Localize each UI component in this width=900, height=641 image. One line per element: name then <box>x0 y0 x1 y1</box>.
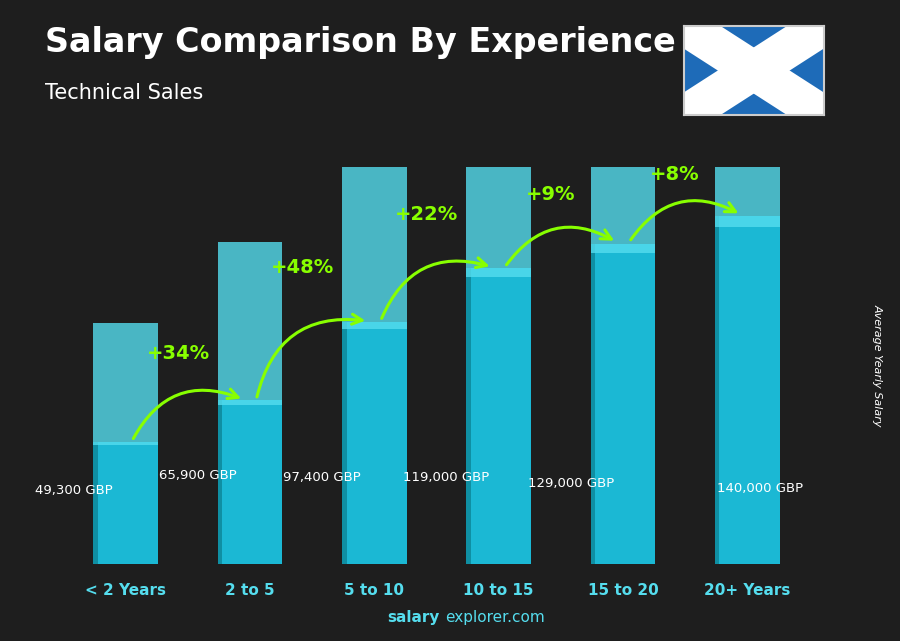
Bar <box>466 0 531 278</box>
Text: +9%: +9% <box>526 185 576 204</box>
Text: +48%: +48% <box>271 258 334 278</box>
Bar <box>342 87 407 329</box>
Text: +22%: +22% <box>395 204 458 224</box>
Bar <box>466 269 531 564</box>
Text: salary: salary <box>387 610 439 625</box>
Text: 97,400 GBP: 97,400 GBP <box>284 471 361 484</box>
Bar <box>218 242 283 405</box>
Text: 140,000 GBP: 140,000 GBP <box>716 481 803 495</box>
Bar <box>715 216 779 564</box>
Text: 65,900 GBP: 65,900 GBP <box>159 469 237 482</box>
Bar <box>466 269 471 564</box>
Text: Salary Comparison By Experience: Salary Comparison By Experience <box>45 26 676 58</box>
Bar <box>590 0 655 253</box>
Bar <box>590 244 655 564</box>
Bar <box>218 401 222 564</box>
Text: 119,000 GBP: 119,000 GBP <box>403 471 490 484</box>
Bar <box>342 322 407 564</box>
Bar <box>342 322 346 564</box>
Bar <box>94 442 98 564</box>
Text: Technical Sales: Technical Sales <box>45 83 203 103</box>
Text: Average Yearly Salary: Average Yearly Salary <box>872 304 883 427</box>
Bar <box>590 244 595 564</box>
Bar <box>218 401 283 564</box>
Text: +34%: +34% <box>147 344 210 363</box>
Text: 49,300 GBP: 49,300 GBP <box>35 484 112 497</box>
Text: +8%: +8% <box>651 165 700 184</box>
Bar <box>94 442 158 564</box>
Text: explorer.com: explorer.com <box>446 610 545 625</box>
Bar <box>715 0 779 227</box>
Text: 129,000 GBP: 129,000 GBP <box>527 478 614 490</box>
Bar <box>715 216 719 564</box>
Bar <box>94 323 158 445</box>
